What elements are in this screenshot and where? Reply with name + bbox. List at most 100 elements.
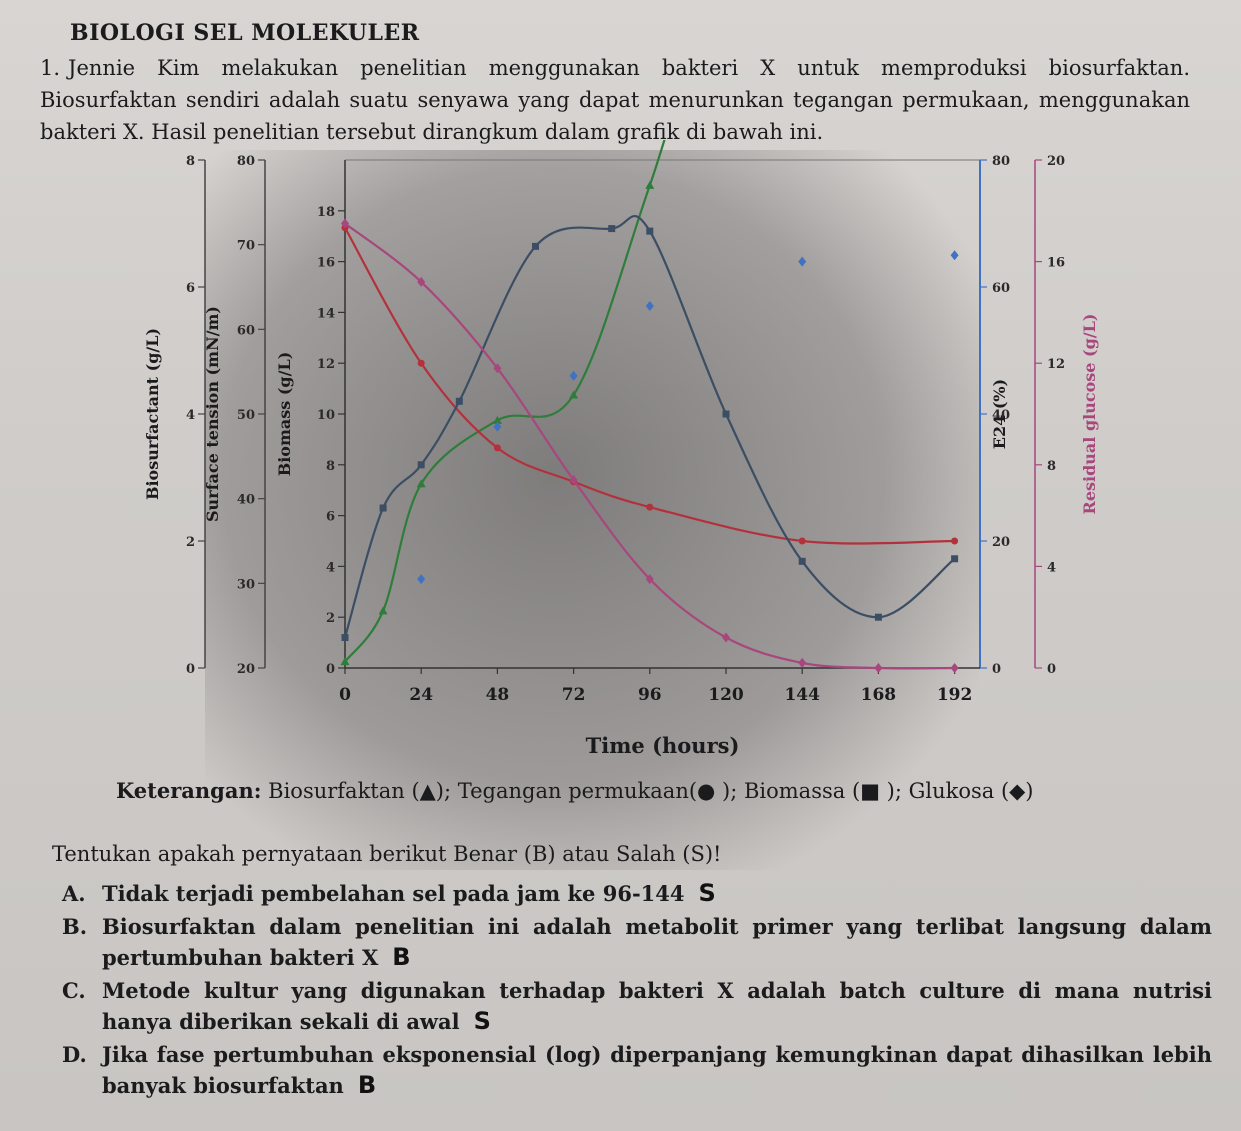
biosurfactant-point	[340, 657, 350, 666]
legend-text: Biosurfaktan (▲); Tegangan permukaan(● )…	[268, 779, 1034, 803]
chart-legend: Keterangan: Biosurfaktan (▲); Tegangan p…	[116, 778, 1034, 803]
biomass-point	[532, 242, 539, 250]
e24-tick-label: 80	[992, 154, 1010, 169]
biomass-point	[608, 225, 616, 233]
e24-point	[645, 301, 654, 312]
statement-text: Tidak terjadi pembelahan sel pada jam ke…	[102, 881, 685, 906]
biosurfactant-point	[492, 415, 502, 424]
surface_tension-series-line	[344, 227, 955, 545]
biomass-tick-label: 12	[317, 357, 335, 372]
biosurfactant-tick-label: 2	[186, 535, 195, 550]
surface_tension-tick-label: 80	[237, 154, 255, 169]
x-tick-label: 168	[861, 685, 897, 705]
x-tick-label: 96	[638, 685, 662, 705]
problem-paragraph: 1. Jennie Kim melakukan penelitian menggu…	[40, 52, 1190, 148]
surface_tension-tick-label: 70	[237, 239, 255, 254]
e24-tick-label: 40	[992, 408, 1010, 423]
biosurfactant-point	[569, 390, 579, 399]
surface_tension-point	[798, 537, 806, 545]
e24-point	[950, 250, 959, 261]
biosurfactant-tick-label: 8	[186, 154, 195, 169]
e24-point	[493, 421, 502, 432]
glucose-axis-label: Residual glucose (g/L)	[1080, 314, 1099, 515]
biosurfactant-tick-label: 0	[186, 662, 195, 677]
chart-area: 0 24 48 72 96 120 144 168 192 Time (hours) 0 2 4 6 8 Bi…	[130, 0, 1130, 770]
glucose-tick-label: 8	[1047, 459, 1056, 474]
surface_tension-tick-label: 50	[237, 408, 255, 423]
biomass-tick-label: 10	[317, 408, 335, 423]
biomass-point	[722, 410, 730, 418]
glucose-point	[569, 475, 578, 486]
statement-text: Metode kultur yang digunakan terhadap ba…	[102, 978, 1212, 1034]
glucose-tick-label: 16	[1047, 256, 1065, 271]
surface_tension-tick-label: 60	[237, 323, 255, 338]
x-axis-label: Time (hours)	[586, 733, 740, 758]
biosurfactant-series-line	[344, 0, 709, 663]
handwritten-answer: S	[698, 879, 716, 907]
surface_tension-tick-label: 20	[237, 662, 255, 677]
x-tick-label: 144	[784, 685, 820, 705]
biomass-axis-label: Biomass (g/L)	[275, 352, 294, 477]
biomass-series-line	[343, 215, 956, 638]
biosurfactant-tick-label: 6	[186, 281, 195, 296]
surface_tension-point	[417, 359, 425, 367]
statement-letter: C.	[62, 978, 86, 1003]
statement-letter: A.	[62, 881, 86, 906]
glucose-point	[645, 574, 654, 585]
biomass-tick-label: 8	[326, 459, 335, 474]
e24-point	[569, 370, 578, 381]
biomass-point	[455, 397, 463, 405]
glucose-point	[341, 218, 349, 229]
glucose-tick-label: 4	[1047, 560, 1056, 575]
handwritten-answer: S	[473, 1007, 491, 1035]
biomass-point	[951, 555, 959, 563]
handwritten-answer: B	[392, 943, 411, 971]
biomass-tick-label: 6	[326, 510, 335, 525]
statement-d: D. Jika fase pertumbuhan eksponensial (l…	[62, 1039, 1212, 1101]
problem-text: Jennie Kim melakukan penelitian mengguna…	[40, 56, 1190, 144]
glucose-point	[798, 657, 807, 668]
statement-a: A. Tidak terjadi pembelahan sel pada jam…	[62, 878, 1212, 909]
glucose-series-line	[344, 222, 955, 670]
statement-list: A. Tidak terjadi pembelahan sel pada jam…	[62, 878, 1212, 1103]
biosurfactant-tick-label: 4	[186, 408, 195, 423]
statement-b: B. Biosurfaktan dalam penelitian ini ada…	[62, 911, 1212, 973]
biosurfactant-point	[378, 606, 388, 615]
problem-number: 1.	[40, 56, 61, 80]
legend-prefix: Keterangan:	[116, 778, 262, 803]
biomass-point	[646, 227, 654, 235]
glucose-point	[722, 632, 730, 643]
surface_tension-point	[951, 537, 959, 545]
handwritten-answer: B	[357, 1071, 377, 1099]
surface_tension-tick-label: 40	[237, 493, 255, 508]
biomass-point	[798, 557, 806, 565]
biosurfactant-axis-label: Biosurfactant (g/L)	[143, 328, 162, 500]
biomass-point	[379, 504, 387, 512]
surface_tension-axis-label: Surface tension (mN/m)	[203, 306, 222, 522]
surface_tension-point	[646, 503, 654, 511]
e24-tick-label: 60	[992, 281, 1010, 296]
biomass-point	[417, 461, 425, 469]
glucose-point	[493, 363, 502, 374]
x-tick-label: 48	[486, 685, 510, 705]
glucose-tick-label: 0	[1047, 662, 1056, 677]
statement-letter: D.	[62, 1042, 87, 1067]
biomass-point	[341, 634, 349, 642]
biomass-tick-label: 16	[317, 256, 335, 271]
statement-text: Jika fase pertumbuhan eksponensial (log)…	[102, 1042, 1212, 1098]
glucose-tick-label: 20	[1047, 154, 1065, 169]
glucose-point	[874, 663, 883, 673]
biosurfactant-point	[416, 479, 426, 488]
e24-point	[417, 574, 426, 585]
biomass-tick-label: 18	[317, 205, 335, 220]
x-tick-label: 72	[562, 685, 586, 705]
glucose-point	[417, 276, 426, 287]
surface_tension-tick-label: 30	[237, 577, 255, 592]
e24-tick-label: 20	[992, 535, 1010, 550]
x-tick-label: 120	[708, 685, 744, 705]
e24-point	[798, 256, 807, 267]
statement-c: C. Metode kultur yang digunakan terhadap…	[62, 975, 1212, 1037]
x-tick-label: 0	[339, 685, 351, 705]
x-tick-label: 24	[409, 685, 433, 705]
